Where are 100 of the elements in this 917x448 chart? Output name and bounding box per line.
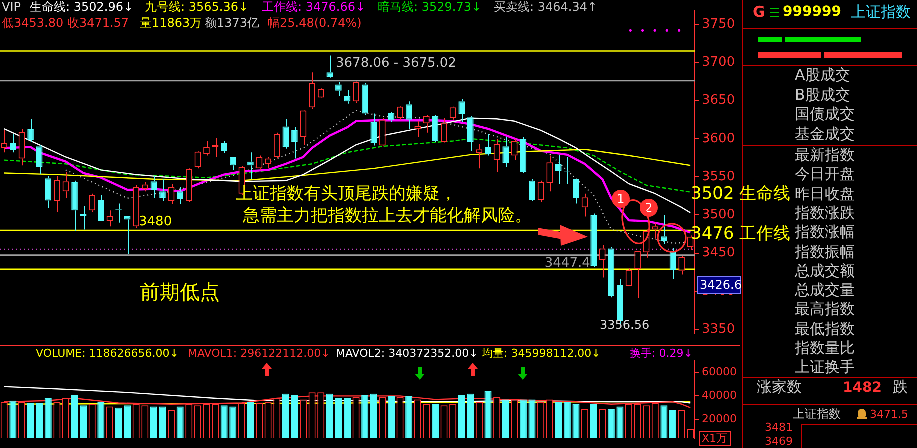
text: 指数振幅	[795, 242, 855, 260]
candlestick	[529, 178, 536, 202]
annotation: 工作线: 3476.66↓	[262, 0, 366, 14]
y-tick-label: 3600	[702, 131, 736, 146]
text: 涨家数	[757, 378, 802, 396]
candlestick	[608, 246, 615, 298]
y-tick-label: 20000	[702, 412, 737, 426]
candlestick	[652, 222, 659, 240]
annotation: 上证指数有头顶尾跌的嫌疑，	[236, 184, 457, 204]
candlestick	[124, 216, 131, 255]
text: 3471.5	[870, 408, 908, 421]
text: 国债成交	[795, 105, 855, 123]
candlestick	[458, 98, 466, 123]
candlestick	[485, 134, 492, 156]
text: 指数涨幅	[795, 223, 855, 242]
text: 1482	[843, 380, 882, 396]
annotation: VIP	[2, 0, 21, 14]
candlestick	[599, 244, 606, 278]
candlestick	[538, 180, 544, 203]
candlestick	[362, 82, 368, 116]
candlestick	[634, 251, 641, 299]
text: 上证指数	[793, 407, 841, 421]
candlestick	[353, 81, 360, 104]
candlestick	[54, 176, 60, 213]
candlestick	[494, 138, 500, 173]
candlestick	[45, 176, 52, 209]
annotation: 1	[612, 190, 630, 208]
candlestick	[344, 90, 351, 104]
candlestick	[80, 206, 87, 230]
candlestick	[274, 132, 280, 160]
annotation: 幅25.48(0.74%)	[268, 16, 362, 30]
candlestick	[133, 184, 140, 229]
candlestick	[18, 128, 26, 166]
text: MAVOL2: 340372352.00↓	[336, 347, 478, 360]
candlestick	[511, 138, 518, 161]
candlestick	[300, 109, 307, 146]
text: 指数涨跌	[795, 204, 855, 222]
annotation: 2	[640, 199, 658, 217]
text: 昨日收盘	[795, 184, 855, 203]
candlestick	[626, 268, 632, 286]
candlestick	[661, 214, 668, 245]
y-tick-label: 3750	[702, 16, 736, 32]
text: B股成交	[795, 86, 850, 104]
candlestick	[309, 72, 316, 110]
text: 最低指数	[795, 320, 855, 338]
annotation: 生命线: 3502.96↓	[30, 0, 134, 14]
text: MAVOL1: 296122112.00↓	[188, 347, 330, 360]
text: 基金成交	[795, 124, 855, 142]
text: 均量: 345998112.00↓	[482, 347, 601, 360]
text: 最新指数	[795, 146, 855, 164]
annotation: 量11863万	[140, 16, 202, 30]
candlestick	[28, 118, 34, 142]
candlestick	[326, 55, 334, 78]
ref-line-label: 3447.4	[544, 256, 590, 272]
candlestick	[336, 82, 342, 97]
annotation: 3678.06 - 3675.02	[336, 56, 456, 71]
text: 换手: 0.29↓	[630, 347, 693, 360]
annotation: 九号线: 3565.36↓	[145, 0, 249, 14]
candlestick	[670, 248, 676, 280]
annotation: 买卖线: 3464.34↑	[494, 0, 598, 14]
text: 999999	[783, 4, 842, 20]
candlestick	[98, 194, 104, 222]
text: 总成交量	[795, 281, 855, 300]
y-tick-label: 60000	[702, 366, 737, 379]
candlestick	[432, 114, 439, 142]
y-tick-label: 3550	[702, 169, 736, 184]
text: G	[753, 3, 766, 21]
y-tick-label: 3700	[702, 55, 736, 70]
text: VOLUME: 118626656.00↓	[36, 347, 179, 360]
annotation: 暗马线: 3529.73↓	[378, 0, 482, 14]
y-tick-label: 3350	[702, 322, 736, 337]
candlestick	[186, 168, 192, 203]
candlestick	[502, 136, 510, 168]
text: 3481	[765, 421, 793, 434]
text: 指数量比	[795, 339, 855, 357]
annotation: • • • • •	[628, 27, 684, 37]
text: X1万	[699, 431, 731, 446]
annotation: 额1373亿	[205, 16, 260, 30]
text: 3469	[765, 435, 793, 448]
text: 今日开盘	[795, 165, 855, 184]
candlestick	[546, 155, 554, 192]
ref-line-label: 3480	[139, 214, 172, 230]
candlestick	[414, 120, 422, 138]
candlestick	[212, 138, 219, 158]
candlestick	[406, 101, 412, 130]
candlestick	[370, 113, 378, 146]
candlestick	[388, 112, 395, 123]
candlestick	[36, 144, 43, 175]
annotation: 急需主力把指数拉上去才能化解风险。	[243, 206, 532, 226]
text: 最高指数	[795, 300, 855, 318]
candlestick	[282, 118, 290, 150]
text: 上证换手	[795, 358, 855, 376]
candlestick	[256, 155, 263, 171]
candlestick	[292, 127, 298, 160]
candlestick	[441, 118, 448, 144]
annotation: 低3453.80 收3471.57	[2, 16, 130, 30]
y-tick-label: 3500	[702, 208, 736, 223]
candlestick	[520, 136, 527, 174]
candlestick	[150, 176, 158, 199]
candlestick	[468, 116, 474, 152]
